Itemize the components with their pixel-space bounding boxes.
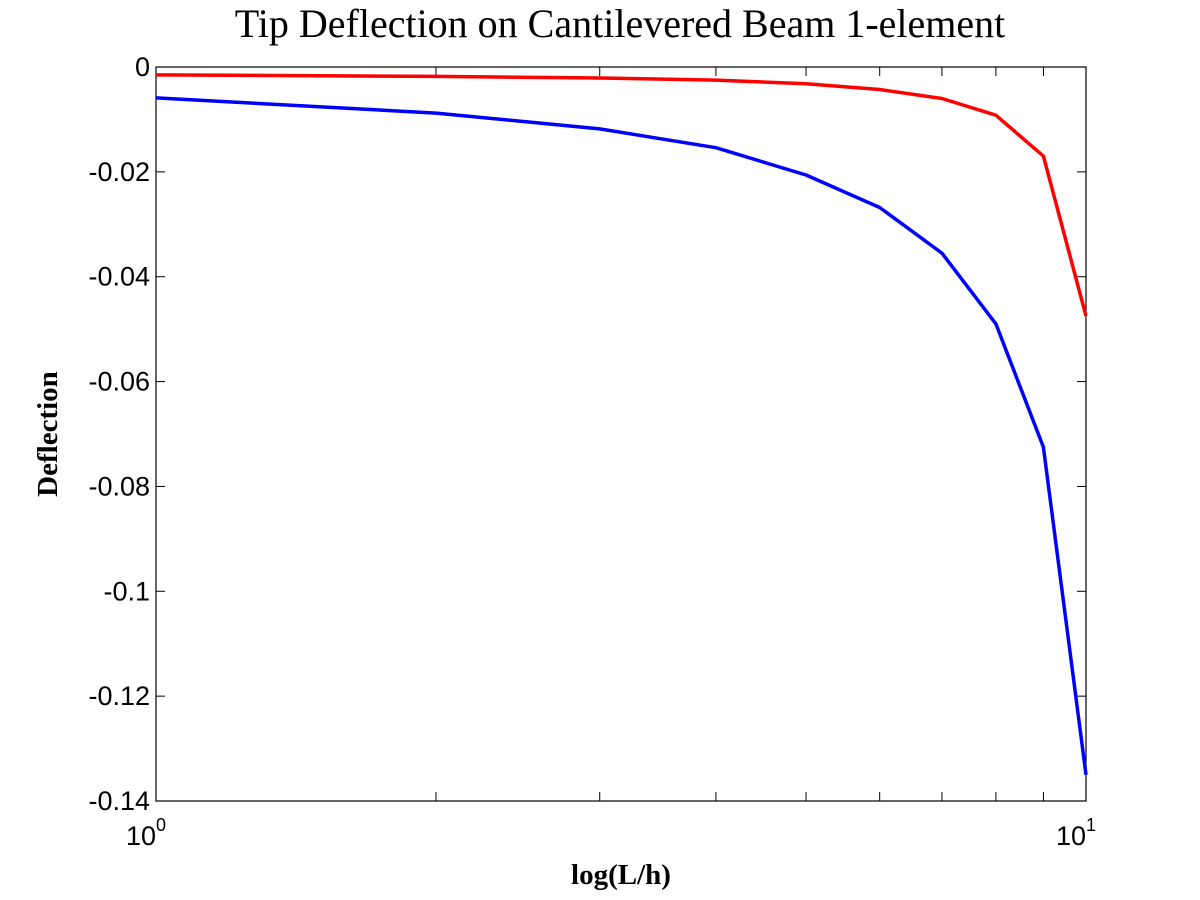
y-axis-title: Deflection [32, 371, 64, 497]
plot-area-frame [155, 66, 1087, 802]
x-tick-label-base: 10 [1056, 821, 1086, 851]
y-tick-labels: 0 -0.02 -0.04 -0.06 -0.08 -0.1 -0.12 -0.14 [88, 52, 150, 816]
series-line-1 [155, 73, 1088, 317]
y-tick-label: -0.08 [88, 471, 150, 501]
x-axis-title: log(L/h) [571, 859, 671, 891]
series-line-2 [155, 96, 1088, 776]
x-tick-label: 101 [1056, 815, 1096, 851]
y-tick-label: -0.02 [88, 157, 150, 187]
x-tick-label-exponent: 1 [1086, 815, 1096, 835]
x-tick-label: 100 [126, 815, 166, 851]
y-tick-label: -0.1 [103, 576, 150, 606]
x-tick-label-exponent: 0 [156, 815, 166, 835]
chart-title: Tip Deflection on Cantilevered Beam 1-el… [235, 1, 1006, 46]
y-tick-label: -0.14 [88, 786, 150, 816]
x-tick-label-base: 10 [126, 821, 156, 851]
y-tick-label: -0.12 [88, 681, 150, 711]
y-tick-label: 0 [135, 52, 150, 82]
x-tick-labels: 100 101 [126, 815, 1096, 851]
series-layer [155, 73, 1088, 776]
y-tick-label: -0.06 [88, 367, 150, 397]
y-tick-label: -0.04 [88, 262, 150, 292]
